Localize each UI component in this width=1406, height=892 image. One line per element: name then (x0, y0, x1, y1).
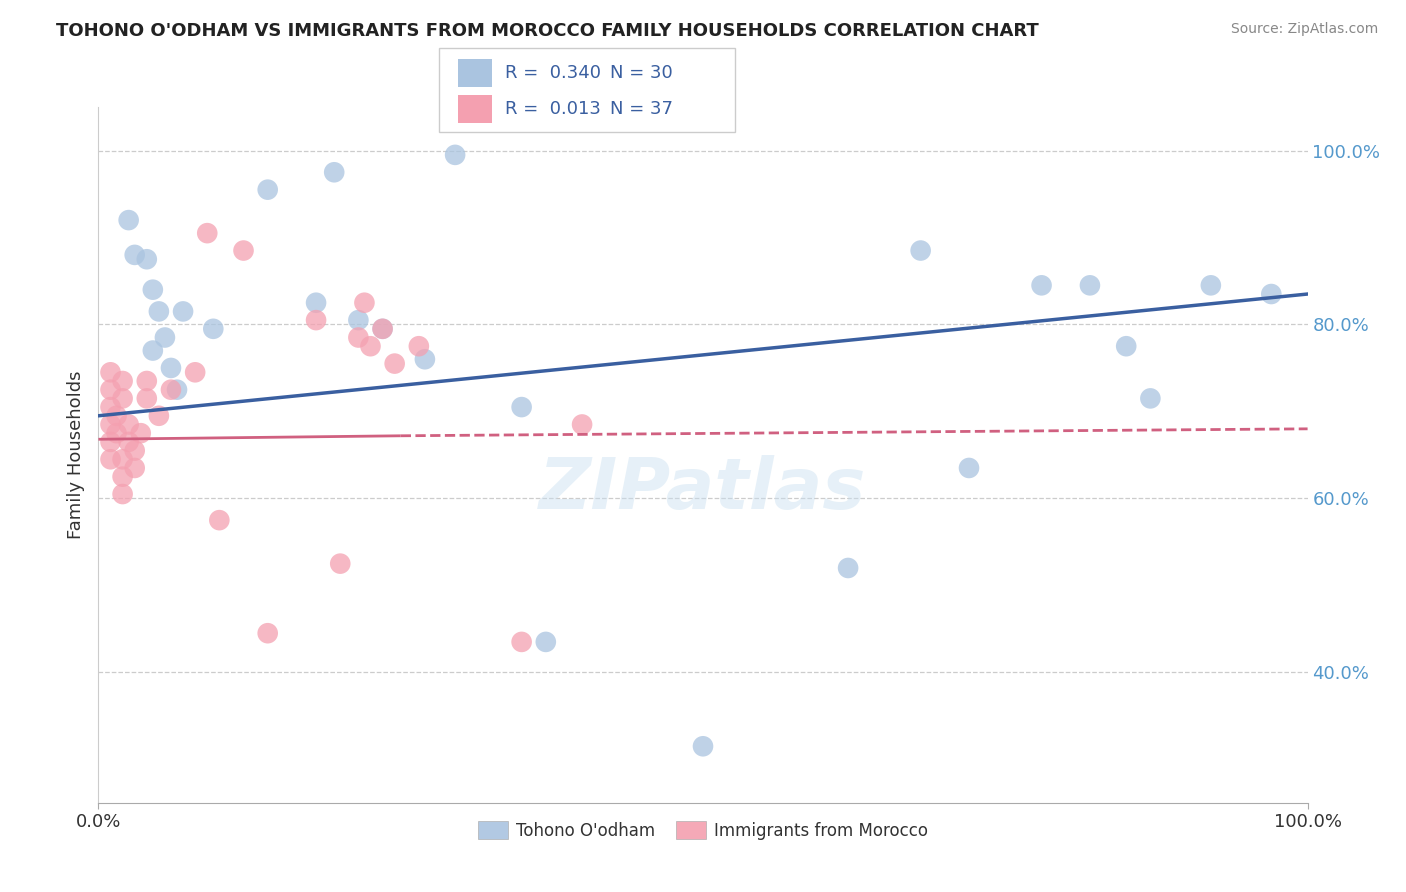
Point (105, 426, 128, 441)
Point (124, 443, 146, 458)
Point (135, 392, 157, 406)
Point (510, 635, 533, 649)
Text: ZIPatlas: ZIPatlas (540, 455, 866, 524)
Point (100, 383, 122, 397)
Point (371, 322, 394, 336)
Point (329, 557, 352, 571)
Point (347, 313, 370, 327)
Text: TOHONO O'ODHAM VS IMMIGRANTS FROM MOROCCO FAMILY HOUSEHOLDS CORRELATION CHART: TOHONO O'ODHAM VS IMMIGRANTS FROM MOROCC… (56, 22, 1039, 40)
Point (353, 295, 375, 310)
Point (111, 452, 134, 467)
Point (142, 283, 165, 297)
Point (1260, 287, 1282, 301)
Point (160, 361, 183, 376)
Point (305, 295, 328, 310)
Point (172, 304, 194, 318)
Point (347, 330, 370, 344)
Point (148, 409, 170, 423)
Point (444, 148, 467, 162)
Point (100, 452, 122, 467)
Point (413, 352, 436, 367)
Point (184, 365, 207, 379)
Point (100, 400, 122, 414)
Point (124, 248, 146, 262)
Y-axis label: Family Households: Family Households (66, 371, 84, 539)
Point (692, 739, 714, 754)
Point (534, 635, 557, 649)
Point (135, 374, 157, 388)
Point (1139, 392, 1161, 406)
Point (837, 561, 859, 575)
Point (148, 304, 170, 318)
Point (510, 400, 533, 414)
Point (1078, 278, 1101, 293)
Point (100, 365, 122, 379)
Point (957, 461, 980, 475)
Point (195, 226, 218, 240)
Point (135, 252, 157, 267)
Point (100, 417, 122, 432)
Point (142, 343, 165, 358)
Text: N = 30: N = 30 (610, 64, 673, 82)
Point (232, 244, 254, 258)
Text: R =  0.340: R = 0.340 (505, 64, 600, 82)
Point (129, 426, 152, 441)
Point (111, 392, 134, 406)
Text: N = 37: N = 37 (610, 100, 673, 118)
Point (371, 322, 394, 336)
Point (111, 487, 134, 501)
Point (100, 434, 122, 449)
Point (323, 165, 346, 179)
Point (202, 322, 225, 336)
Point (208, 513, 231, 527)
Point (1115, 339, 1137, 353)
Point (111, 374, 134, 388)
Point (305, 313, 328, 327)
Point (160, 383, 183, 397)
Point (124, 461, 146, 475)
Text: R =  0.013: R = 0.013 (505, 100, 600, 118)
Point (153, 330, 176, 344)
Legend: Tohono O'odham, Immigrants from Morocco: Tohono O'odham, Immigrants from Morocco (471, 814, 935, 847)
Point (111, 469, 134, 483)
Point (384, 357, 406, 371)
Point (910, 244, 932, 258)
Point (1031, 278, 1053, 293)
Point (408, 339, 430, 353)
Point (105, 409, 128, 423)
Point (256, 183, 278, 197)
Point (118, 434, 141, 449)
Text: Source: ZipAtlas.com: Source: ZipAtlas.com (1230, 22, 1378, 37)
Point (118, 417, 141, 432)
Point (166, 383, 188, 397)
Point (256, 626, 278, 640)
Point (1199, 278, 1222, 293)
Point (118, 213, 141, 227)
Point (571, 417, 593, 432)
Point (360, 339, 382, 353)
